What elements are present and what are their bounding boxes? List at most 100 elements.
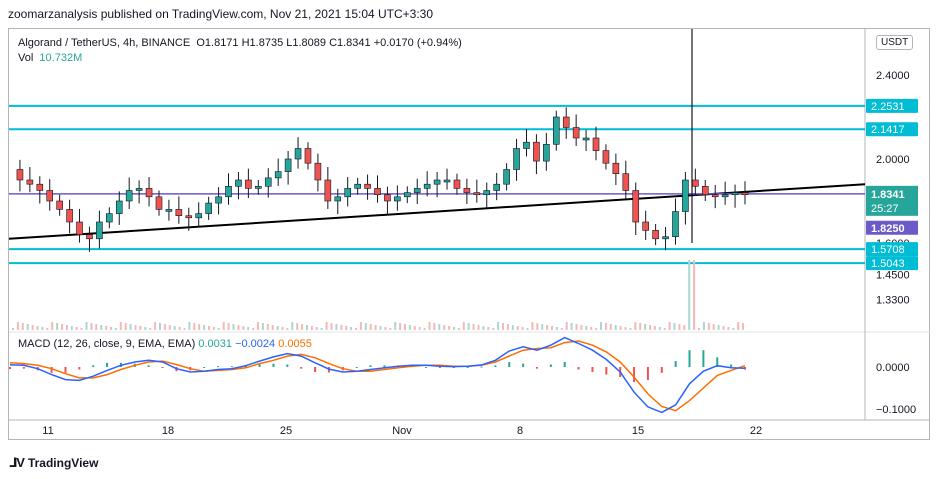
candle-body [493,183,500,191]
volume-bar [355,328,357,330]
macd-histogram-bar [730,364,733,367]
volume-bar [301,324,304,330]
symbol-name[interactable]: Algorand / TetherUS, 4h, BINANCE [18,37,191,49]
candle-body [364,183,371,189]
candle-body [205,202,212,214]
candle-body [185,215,193,219]
level-tag-label: 1.5043 [871,258,905,270]
current-price-tag [866,185,918,216]
volume-bar [335,324,338,330]
volume-bar [51,322,54,330]
volume-bar [531,322,534,330]
candle-body [453,179,461,189]
volume-bar [359,322,362,330]
macd-label[interactable]: MACD (12, 26, close, 9, EMA, EMA) [18,338,196,350]
volume-bar [634,322,637,330]
volume-bar [629,328,632,330]
macd-histogram-bar [646,367,649,381]
volume-bar [732,328,735,330]
volume-bar [320,328,323,330]
volume-bar [443,325,446,330]
candle-body [503,169,510,185]
volume-bar [56,323,59,330]
volume-bar [159,323,161,330]
volume-bar [222,322,225,330]
volume-bar [541,324,544,330]
candle-body [652,230,659,240]
candle-body [463,188,471,193]
volume-bar [653,326,656,330]
volume-bar [271,325,274,330]
candle-body [135,188,143,191]
volume-bar [462,322,465,330]
volume-bar [448,326,451,330]
volume-bar [707,323,710,330]
volume-bar [100,325,103,330]
level-tag [866,242,918,257]
volume-bar [46,328,49,330]
volume-bar [693,260,696,330]
volume-bar [600,322,602,330]
volume-bar [536,323,539,330]
volume-bar [683,325,686,330]
volume-bar [114,328,117,330]
volume-bar [65,325,68,330]
macd-histogram-bar [425,367,428,368]
candle-body [56,200,63,210]
volume-bar [149,328,152,330]
volume-bar [619,326,622,330]
price-tick-label: 1.3300 [876,295,910,307]
volume-bar [644,324,647,330]
macd-histogram-bar [355,367,358,368]
volume-bar [252,328,255,330]
macd-histogram-bar [688,350,691,367]
volume-bar [306,325,308,330]
volume-bar [737,322,740,330]
candle-body [642,221,649,231]
volume-bar [404,324,406,330]
volume-bar [340,325,343,330]
time-tick-label: 11 [42,425,53,437]
tradingview-logo[interactable]: ⅃V TradingView [9,455,98,471]
volume-bar [565,322,568,330]
volume-label[interactable]: Vol [18,52,34,64]
macd-line-value: −0.0024 [235,338,276,350]
candle-body [562,116,570,128]
macd-histogram-bar [22,367,25,369]
macd-histogram-bar [64,367,67,373]
volume-bar [595,328,598,330]
time-tick-label: 15 [632,425,644,437]
candle-body [552,116,560,145]
candle-body [384,194,391,202]
candle-body [622,173,630,191]
price-tick-label: 2.4000 [876,70,910,82]
volume-bar [727,327,730,330]
candle-body [165,209,173,212]
macd-histogram-bar [230,366,233,368]
candle-body [483,190,491,195]
volume-bar [75,327,78,330]
candle-body [731,192,739,196]
macd-histogram-bar [563,361,566,367]
candle-body [523,141,530,149]
volume-bar [217,328,220,330]
volume-bar [551,326,553,330]
volume-bar [36,326,39,330]
candle-body [612,162,620,174]
price-tick-label: 1.4500 [876,270,910,282]
volume-bar [315,327,318,330]
volume-bar [678,324,681,330]
candle-body [672,211,679,238]
volume-bar [502,323,504,330]
macd-hist-value: 0.0031 [198,338,232,350]
secondary-price-tag [866,220,918,235]
volume-bar [129,324,132,330]
volume-bar [266,324,269,330]
currency-badge[interactable]: USDT [876,35,914,50]
volume-bar [350,327,353,330]
macd-tick-label: 0.0000 [876,362,910,374]
brand-label: TradingView [27,456,99,470]
macd-histogram-bar [286,364,289,367]
volume-bar [384,327,387,330]
